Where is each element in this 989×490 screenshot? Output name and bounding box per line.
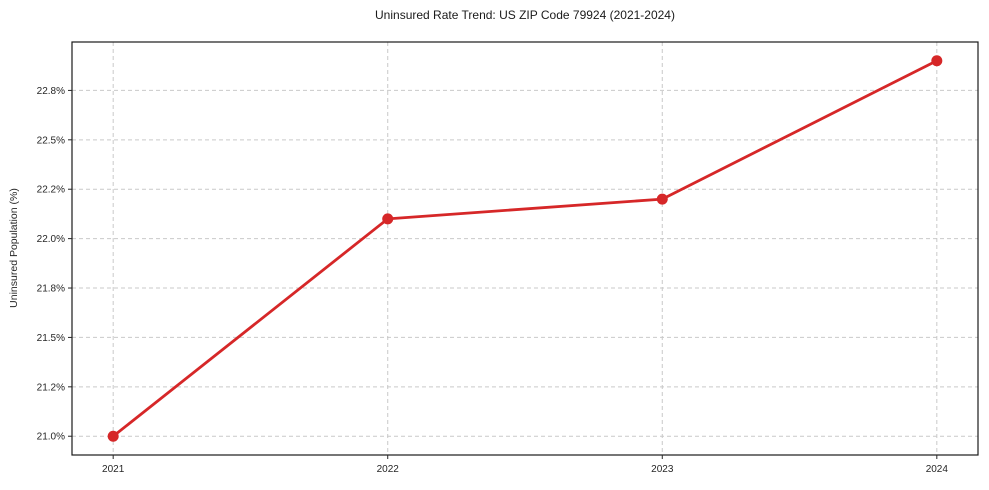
y-tick-label: 22.2% [37, 185, 65, 196]
x-tick-label: 2024 [926, 464, 949, 475]
x-tick-label: 2022 [377, 464, 400, 475]
x-tick-label: 2021 [102, 464, 125, 475]
y-tick-label: 21.0% [37, 432, 65, 443]
axes-frame [71, 41, 979, 456]
y-tick-label: 21.5% [37, 333, 65, 344]
data-point-marker [107, 430, 119, 442]
y-tick-label: 21.2% [37, 382, 65, 393]
chart-title: Uninsured Rate Trend: US ZIP Code 79924 … [375, 8, 675, 22]
y-tick-label: 22.5% [37, 135, 65, 146]
y-tick-label: 22.0% [37, 234, 65, 245]
data-point-marker [931, 55, 943, 67]
x-tick-label: 2023 [651, 464, 674, 475]
data-point-marker [656, 193, 668, 205]
data-point-marker [382, 213, 394, 225]
y-tick-label: 22.8% [37, 86, 65, 97]
y-tick-label: 21.8% [37, 284, 65, 295]
trend-line [111, 59, 939, 438]
